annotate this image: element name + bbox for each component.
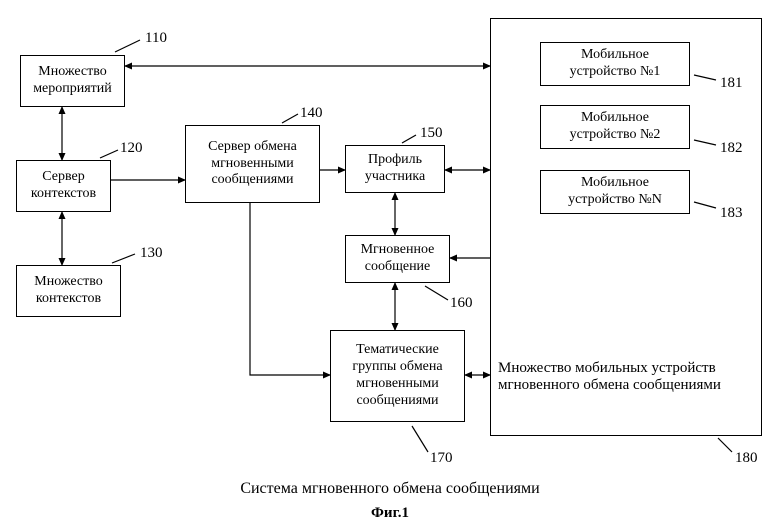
ref-120: 120: [120, 140, 143, 157]
node-ctxsrv-label: Сервер контекстов: [23, 169, 104, 203]
ref-181: 181: [720, 75, 743, 92]
diagram-stage: Множество мероприятий Сервер контекстов …: [0, 0, 780, 529]
node-contexts-label: Множество контекстов: [23, 274, 114, 308]
ref-182: 182: [720, 140, 743, 157]
ref-140: 140: [300, 105, 323, 122]
ref-110: 110: [145, 30, 167, 47]
node-device-2: Мобильное устройство №2: [540, 105, 690, 149]
node-im-server: Сервер обмена мгновенными сообщениями: [185, 125, 320, 203]
node-message: Мгновенное сообщение: [345, 235, 450, 283]
node-device-n: Мобильное устройство №N: [540, 170, 690, 214]
node-events: Множество мероприятий: [20, 55, 125, 107]
device-container-caption: Множество мобильных устройств мгновенног…: [498, 360, 754, 394]
ref-170: 170: [430, 450, 453, 467]
node-events-label: Множество мероприятий: [27, 64, 118, 98]
node-message-label: Мгновенное сообщение: [352, 242, 443, 276]
node-groups-label: Тематические группы обмена мгновенными с…: [337, 342, 458, 409]
node-device-1: Мобильное устройство №1: [540, 42, 690, 86]
node-imserver-label: Сервер обмена мгновенными сообщениями: [192, 139, 313, 189]
ref-150: 150: [420, 125, 443, 142]
node-devn-label: Мобильное устройство №N: [547, 175, 683, 209]
node-profile: Профиль участника: [345, 145, 445, 193]
node-groups: Тематические группы обмена мгновенными с…: [330, 330, 465, 422]
diagram-caption: Система мгновенного обмена сообщениями: [0, 480, 780, 498]
figure-label: Фиг.1: [0, 505, 780, 522]
ref-130: 130: [140, 245, 163, 262]
ref-183: 183: [720, 205, 743, 222]
node-dev1-label: Мобильное устройство №1: [547, 47, 683, 81]
node-profile-label: Профиль участника: [352, 152, 438, 186]
ref-160: 160: [450, 295, 473, 312]
ref-180: 180: [735, 450, 758, 467]
node-contexts: Множество контекстов: [16, 265, 121, 317]
node-dev2-label: Мобильное устройство №2: [547, 110, 683, 144]
node-context-server: Сервер контекстов: [16, 160, 111, 212]
